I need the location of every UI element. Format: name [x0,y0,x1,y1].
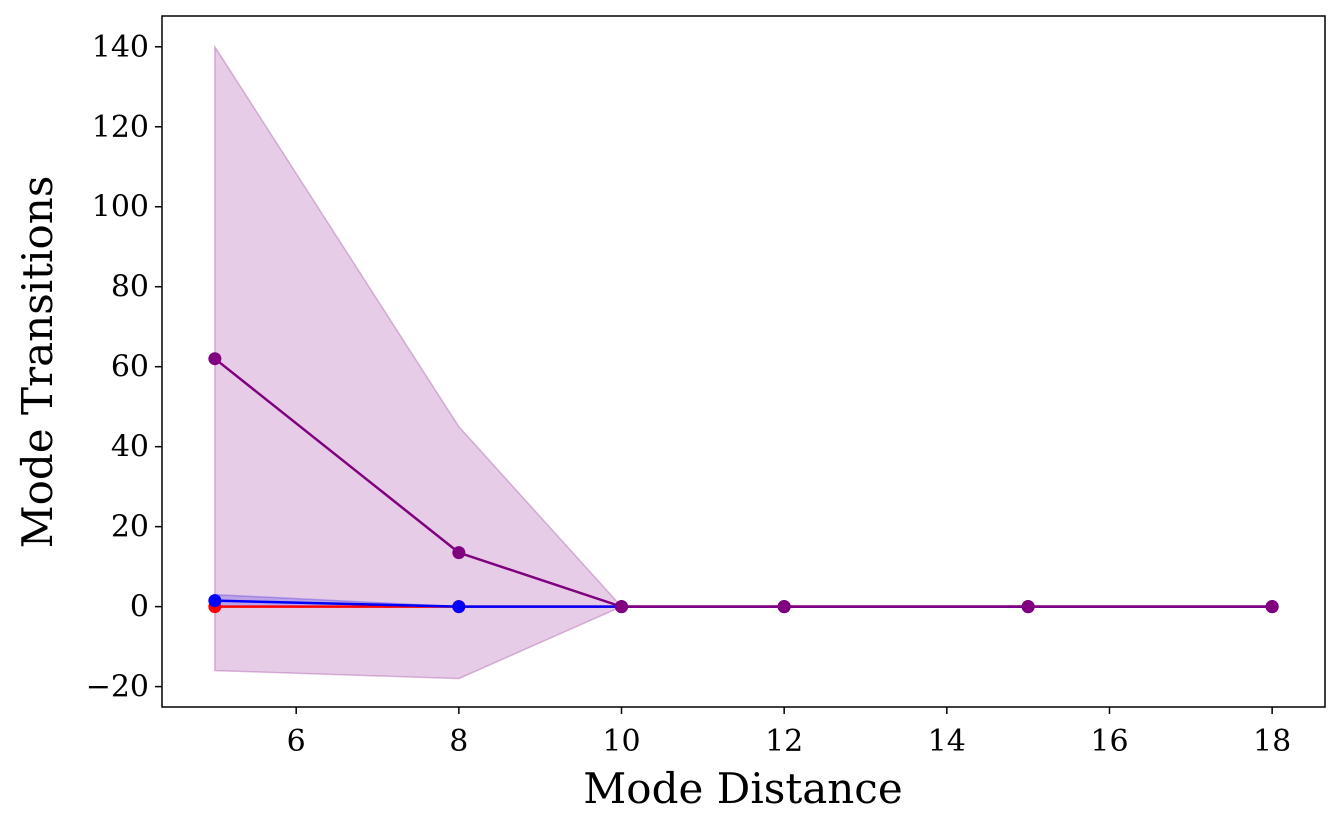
confidence-bands [214,44,1273,680]
y-tick-label: 120 [92,110,149,145]
purple-data-point [1021,600,1035,614]
purple-data-point [777,600,791,614]
x-tick-label: 10 [602,724,640,759]
y-tick-label: 140 [92,30,149,65]
y-tick-label: 80 [111,270,149,305]
y-tick-label: 20 [111,510,149,545]
purple-data-point [452,546,466,560]
purple-confidence-band [214,44,1273,680]
y-tick-label: −20 [86,670,149,705]
series-lines [214,357,1273,608]
purple-data-point [208,352,222,366]
purple-data-point [1265,600,1279,614]
series-points [208,352,1279,614]
y-tick-label: 0 [130,590,149,625]
x-tick-label: 18 [1253,724,1291,759]
blue-data-point [208,594,222,608]
y-axis-title: Mode Transitions [13,176,62,549]
x-tick-label: 16 [1090,724,1128,759]
purple-series-line [214,357,1273,608]
plot-frame [161,15,1326,708]
y-axis-ticks: −20 0 20 40 60 80 100 120 140 [86,30,162,705]
purple-data-point [615,600,629,614]
x-tick-label: 8 [449,724,468,759]
x-axis-ticks: 6 8 10 12 14 16 18 [287,707,1291,759]
x-tick-label: 14 [928,724,966,759]
x-tick-label: 6 [287,724,306,759]
x-tick-label: 12 [765,724,803,759]
y-tick-label: 100 [92,190,149,225]
y-tick-label: 60 [111,350,149,385]
y-tick-label: 40 [111,430,149,465]
x-axis-title: Mode Distance [583,764,902,813]
blue-data-point [452,600,466,614]
